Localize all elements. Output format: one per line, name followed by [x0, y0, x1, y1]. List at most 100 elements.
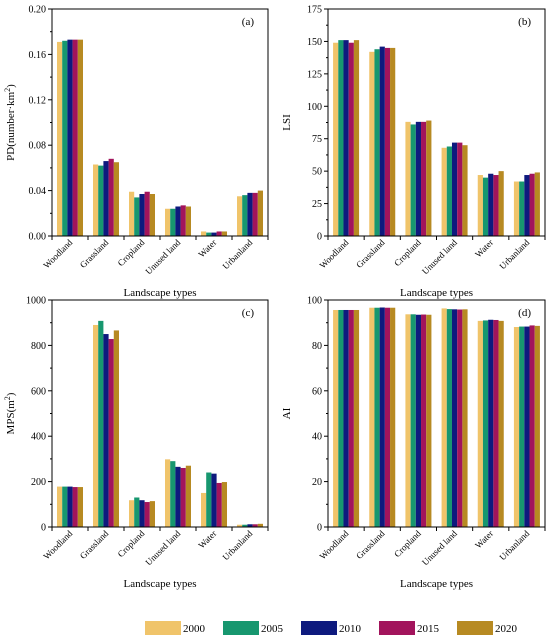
bar-2010-water [488, 173, 494, 236]
plot-frame [51, 299, 269, 528]
legend: 2000 2005 2010 2015 2020 [145, 621, 518, 635]
y-tick-label: 0 [317, 523, 322, 534]
y-axis-title: MPS(m2) [3, 392, 17, 434]
y-tick-label: 80 [312, 341, 322, 352]
bar-2005-urbanland [242, 195, 248, 236]
x-tick-label: Cropland [116, 237, 147, 268]
bar-2020-grassland [390, 47, 396, 236]
y-axis-title-main: MPS(m [5, 400, 17, 435]
bar-2020-woodland [353, 40, 360, 236]
bar-2010-urbanland [247, 192, 253, 236]
x-tick-label: Grassland [354, 528, 387, 561]
y-tick-label: 100 [307, 102, 322, 113]
panel-a: 0.00 0.04 0.08 0.12 0.16 0.20 Woodland Grasslan… [3, 5, 269, 299]
y-tick-label: 20 [312, 477, 322, 488]
bar-2005-grassland [374, 49, 380, 237]
x-tick-label: Water [473, 528, 495, 550]
legend-swatch-2000 [145, 621, 181, 635]
bar-2020-cropland [426, 314, 432, 527]
y-tick-label: 0.20 [29, 5, 47, 16]
bar-2005-woodland [62, 486, 68, 527]
bar-2010-unused-land [451, 142, 458, 236]
bar-2015-cropland [144, 502, 150, 527]
bar-2005-unused-land [446, 309, 452, 527]
bar-2010-cropland [139, 500, 145, 527]
bar-2000-cropland [129, 500, 135, 527]
panel-label: (a) [242, 16, 255, 28]
x-tick-label: Unused land [143, 237, 182, 276]
bar-2005-unused-land [170, 208, 176, 236]
bar-2010-water [488, 319, 494, 527]
bar-2005-water [206, 232, 212, 236]
x-tick-label: Woodland [317, 237, 350, 270]
legend-label-2010: 2010 [339, 623, 362, 635]
y-tick-label: 0.16 [29, 50, 47, 61]
legend-label-2000: 2000 [183, 623, 206, 635]
y-tick-label: 0.12 [29, 95, 47, 106]
bar-2000-woodland [57, 486, 63, 527]
bar-2015-water [216, 482, 222, 527]
bar-2005-urbanland [519, 326, 525, 527]
bar-2005-urbanland [242, 524, 248, 527]
plot-frame [327, 8, 546, 237]
bar-2010-grassland [103, 334, 109, 527]
y-axis-title-main: AI [281, 407, 293, 419]
bar-2000-urbanland [237, 196, 243, 236]
bar-2010-urbanland [524, 175, 530, 236]
bar-2010-water [211, 232, 217, 236]
bar-2015-water [216, 231, 222, 236]
bar-2000-woodland [333, 309, 339, 527]
legend-swatch-2015 [379, 621, 415, 635]
bar-2000-urbanland [237, 524, 243, 527]
panel-label: (c) [242, 307, 255, 319]
y-axis-title: LSI [281, 114, 293, 131]
bar-2005-woodland [62, 40, 68, 236]
x-tick-label: Urbanland [497, 528, 531, 562]
bar-2020-woodland [77, 39, 83, 237]
bar-2020-grassland [390, 307, 396, 527]
legend-label-2005: 2005 [261, 623, 284, 635]
bar-2020-grassland [113, 162, 119, 236]
bar-2005-water [482, 320, 489, 527]
bar-2000-woodland [57, 41, 63, 236]
bar-2020-unused-land [185, 206, 191, 236]
bar-2015-grassland [108, 158, 114, 236]
bar-2015-urbanland [529, 173, 535, 236]
bar-2005-woodland [338, 40, 344, 236]
bar-2010-grassland [103, 161, 109, 236]
x-tick-label: Woodland [41, 528, 74, 561]
bar-2000-unused-land [165, 459, 171, 527]
bar-2010-woodland [67, 39, 73, 237]
bar-2010-woodland [343, 40, 349, 236]
y-tick-label: 200 [31, 477, 46, 488]
bar-2015-unused-land [180, 467, 186, 527]
bar-2000-unused-land [165, 208, 171, 236]
bar-2015-woodland [72, 39, 78, 237]
bar-2015-cropland [421, 121, 427, 236]
y-tick-label: 800 [31, 341, 46, 352]
y-axis-title-close: ) [5, 84, 17, 88]
y-tick-label: 150 [307, 37, 322, 48]
bar-2000-water [477, 175, 483, 236]
bar-2000-cropland [405, 314, 411, 527]
y-tick-label: 125 [307, 69, 322, 80]
panel-label: (b) [518, 16, 531, 28]
bar-2015-water [493, 319, 499, 527]
bar-2005-water [206, 472, 212, 527]
bar-2010-unused-land [451, 309, 458, 527]
x-tick-label: Woodland [41, 237, 74, 270]
y-tick-label: 1000 [26, 296, 46, 307]
bar-2015-unused-land [457, 309, 463, 527]
bar-2005-grassland [98, 320, 104, 527]
y-tick-label: 60 [312, 386, 322, 397]
bar-2020-urbanland [257, 523, 263, 527]
y-axis-title-main: PD(number·km [5, 91, 17, 160]
bar-2015-cropland [421, 314, 427, 527]
bar-2005-grassland [98, 165, 104, 236]
x-tick-label: Unused land [420, 528, 459, 567]
bar-2000-unused-land [441, 147, 447, 236]
bar-2000-cropland [405, 121, 411, 236]
panel-c: 0 200 400 600 800 1000 Woodland Grassland Cropla… [3, 296, 269, 590]
bar-2000-cropland [129, 191, 135, 236]
